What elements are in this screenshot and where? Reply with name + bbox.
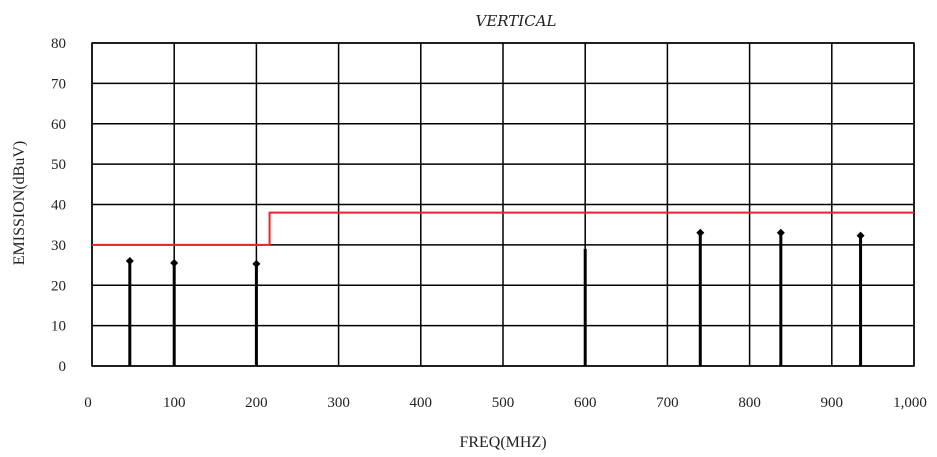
emission-point xyxy=(170,259,179,268)
x-tick-label: 800 xyxy=(738,395,761,411)
limit-line xyxy=(92,211,914,246)
y-tick-label: 0 xyxy=(59,359,67,375)
emission-point xyxy=(776,228,785,237)
chart-title: VERTICAL xyxy=(475,12,556,30)
y-tick-label: 30 xyxy=(51,238,66,254)
x-tick-label: 0 xyxy=(84,395,92,411)
y-tick-label: 40 xyxy=(51,198,66,214)
y-tick-labels: 0 10 20 30 40 50 60 70 80 xyxy=(51,36,66,375)
y-tick-label: 60 xyxy=(51,117,66,133)
y-tick-label: 80 xyxy=(51,36,66,52)
x-tick-label: 100 xyxy=(163,395,186,411)
emission-stems xyxy=(125,228,865,366)
y-tick-label: 20 xyxy=(51,278,66,294)
y-tick-label: 70 xyxy=(51,76,66,92)
x-tick-labels: 0 100 200 300 400 500 600 700 800 900 1,000 xyxy=(84,395,927,411)
emission-point xyxy=(252,259,261,268)
x-tick-label: 500 xyxy=(492,395,515,411)
emission-point xyxy=(696,228,705,237)
x-tick-label: 900 xyxy=(821,395,844,411)
x-tick-label: 400 xyxy=(410,395,433,411)
y-tick-label: 50 xyxy=(51,157,66,173)
x-tick-label: 200 xyxy=(245,395,268,411)
x-axis-label: FREQ(MHZ) xyxy=(459,434,546,451)
x-tick-label: 700 xyxy=(656,395,679,411)
emission-point xyxy=(125,257,134,266)
emission-point xyxy=(856,231,865,240)
y-axis-label: EMISSION(dBuV) xyxy=(11,141,28,265)
x-tick-label: 300 xyxy=(327,395,350,411)
plot-frame xyxy=(91,42,915,367)
grid xyxy=(91,42,915,367)
y-tick-label: 10 xyxy=(51,319,66,335)
x-tick-label: 1,000 xyxy=(893,395,927,411)
x-tick-label: 600 xyxy=(574,395,597,411)
